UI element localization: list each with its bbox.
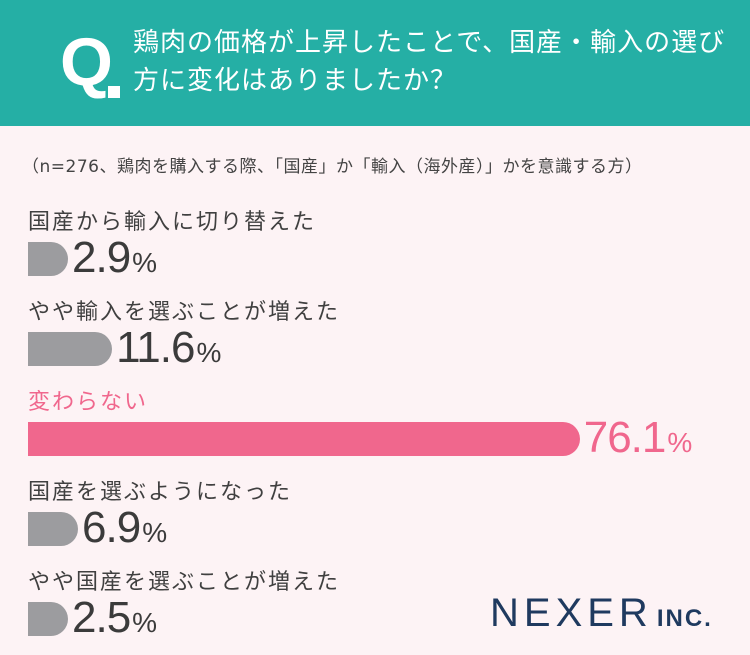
data-label-unit: %: [196, 337, 222, 368]
logo-sub-text: INC.: [656, 605, 713, 632]
bar: [28, 602, 68, 636]
bar: [28, 242, 68, 276]
category-label: 国産を選ぶようになった: [28, 480, 293, 505]
data-label-unit: %: [142, 517, 168, 548]
bar: [28, 512, 79, 546]
data-label: 76.1%: [584, 416, 693, 460]
data-label: 2.5%: [72, 596, 157, 640]
logo-main-text: NEXER: [490, 591, 653, 635]
q-mark: Q: [60, 24, 113, 100]
data-label: 2.9%: [72, 236, 157, 280]
bar: [28, 332, 113, 366]
data-label-unit: %: [132, 247, 158, 278]
data-label-value: 6.9: [82, 503, 141, 552]
q-mark-dot: [108, 86, 120, 98]
data-label: 11.6%: [116, 326, 221, 370]
category-label: やや国産を選ぶことが増えた: [28, 570, 341, 595]
data-label-unit: %: [132, 607, 158, 638]
category-label: やや輸入を選ぶことが増えた: [28, 300, 341, 325]
data-label-value: 11.6: [116, 323, 195, 372]
sample-note: （n=276、鶏肉を購入する際、「国産」か「輸入（海外産）」かを意識する方）: [22, 157, 643, 177]
question-text: 鶏肉の価格が上昇したことで、国産・輸入の選び方に変化はありましたか？: [133, 28, 726, 96]
data-label: 6.9%: [82, 506, 167, 550]
question-header: Q 鶏肉の価格が上昇したことで、国産・輸入の選び方に変化はありましたか？: [0, 0, 750, 126]
category-label: 変わらない: [28, 390, 149, 415]
data-label-value: 2.9: [72, 233, 131, 282]
data-label-unit: %: [667, 427, 693, 458]
bar: [28, 422, 580, 456]
nexer-logo: NEXER INC.: [490, 593, 713, 633]
data-label-value: 2.5: [72, 593, 131, 642]
data-label-value: 76.1: [583, 413, 667, 462]
category-label: 国産から輸入に切り替えた: [28, 210, 317, 235]
